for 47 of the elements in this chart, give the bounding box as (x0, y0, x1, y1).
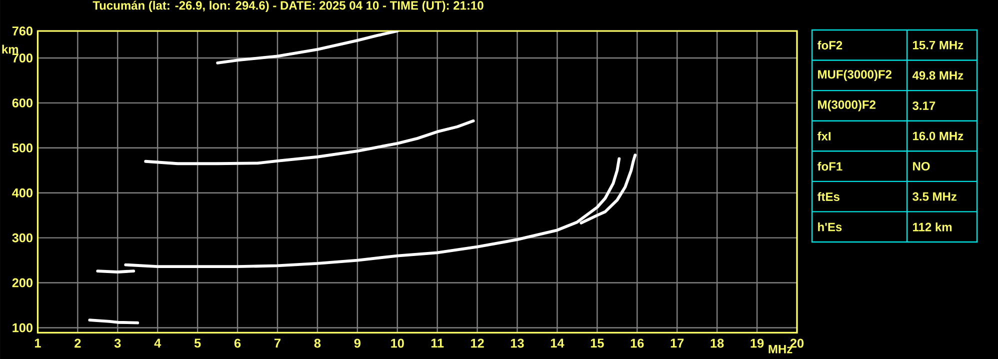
x-tick-label: 20 (790, 338, 804, 348)
x-tick-label: 6 (234, 338, 241, 348)
x-axis-title: MHz (768, 344, 792, 354)
chart-title: Tucumán (lat: -26.9, lon: 294.6) - DATE: 2025 04 10 - TIME (UT): 21:10 (92, 0, 484, 12)
y-tick-label: 500 (12, 143, 32, 152)
x-tick-label: 17 (670, 338, 684, 348)
x-tick-label: 18 (710, 338, 724, 348)
line-series (144, 119, 475, 166)
text: 16.0 MHz (913, 132, 964, 140)
text: MUF(3000)F2 (818, 70, 892, 82)
text: ftEs (817, 192, 840, 201)
y-tick-label: 200 (12, 278, 32, 288)
x-tick-label: 10 (391, 338, 404, 348)
text: fxI (817, 132, 830, 140)
x-tick-label: 2 (74, 338, 81, 348)
x-tick-label: 7 (274, 338, 280, 348)
y-tick-label: 760 (12, 26, 32, 36)
x-tick-label: 12 (471, 338, 484, 348)
x-tick-label: 14 (550, 338, 564, 348)
x-tick-label: 4 (154, 338, 162, 348)
x-tick-label: 13 (511, 338, 524, 348)
x-tick-label: 16 (630, 338, 644, 348)
text: 112 km (913, 222, 952, 232)
x-tick-label: 3 (114, 338, 121, 348)
x-tick-label: 5 (194, 338, 201, 348)
x-tick-label: 8 (314, 338, 321, 348)
y-tick-label: 700 (12, 53, 32, 62)
text: NO (913, 162, 930, 171)
y-axis-title: km (2, 44, 18, 54)
x-tick-label: 15 (590, 338, 604, 348)
x-tick-label: 1 (34, 338, 41, 348)
y-tick-label: 400 (12, 188, 32, 198)
y-tick-label: 100 (12, 323, 32, 332)
text: 3.5 MHz (912, 192, 956, 201)
y-tick-label: 300 (12, 233, 32, 242)
y-tick-label: 600 (12, 98, 32, 108)
text: foF1 (817, 162, 842, 171)
text: M(3000)F2 (818, 100, 876, 112)
text: foF2 (817, 40, 842, 50)
x-tick-label: 9 (354, 338, 360, 348)
x-tick-label: 11 (431, 338, 444, 348)
text: 49.8 MHz (912, 71, 964, 80)
line-series (216, 30, 399, 64)
x-tick-label: 19 (750, 338, 764, 348)
text: 3.17 (912, 101, 936, 110)
text: 15.7 MHz (913, 40, 964, 50)
text: h'Es (818, 222, 842, 232)
